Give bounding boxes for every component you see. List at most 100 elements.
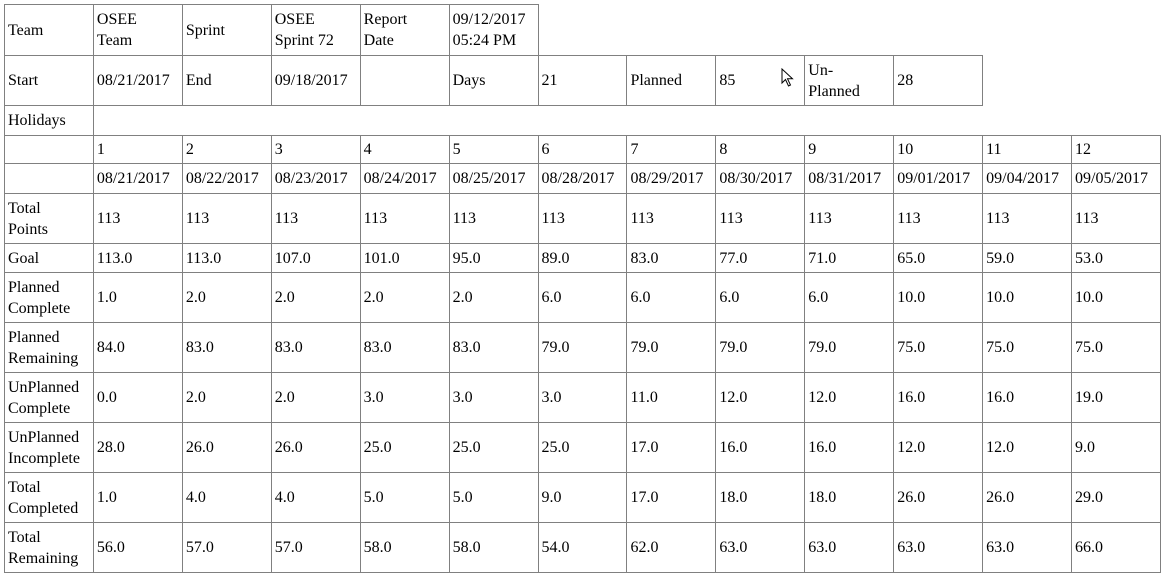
metric-value-cell: 63.0 bbox=[982, 522, 1073, 573]
holidays-label: Holidays bbox=[8, 112, 66, 129]
metric-value-cell: 17.0 bbox=[626, 472, 717, 523]
metric-value-cell: 2.0 bbox=[270, 272, 361, 323]
metric-value-cell: 25.0 bbox=[537, 422, 628, 473]
metric-value-cell: 58.0 bbox=[359, 522, 450, 573]
metric-value-cell: 17.0 bbox=[626, 422, 717, 473]
metric-value-cell: 4.0 bbox=[270, 472, 361, 523]
metric-value-cell: 83.0 bbox=[181, 322, 272, 373]
sprint-label: Sprint bbox=[185, 21, 225, 39]
day-number-cell: 1 bbox=[92, 135, 183, 164]
metric-label: Goal bbox=[8, 249, 40, 267]
metric-value-cell: 79.0 bbox=[626, 322, 717, 373]
metric-value-cell: 18.0 bbox=[715, 472, 806, 523]
date-cell: 08/31/2017 bbox=[804, 163, 895, 194]
metric-row: Planned Complete 1.0 2.0 2.0 2.0 2.0 6.0 6.0 6.0… bbox=[4, 272, 1161, 323]
planned-label-cell: Planned bbox=[626, 55, 717, 106]
metric-value-cell: 57.0 bbox=[270, 522, 361, 573]
metric-value-cell: 75.0 bbox=[982, 322, 1073, 373]
metric-value-cell: 12.0 bbox=[804, 372, 895, 423]
metric-value-cell: 6.0 bbox=[804, 272, 895, 323]
metric-value-cell: 2.0 bbox=[181, 272, 272, 323]
metric-value-cell: 6.0 bbox=[537, 272, 628, 323]
metric-value-cell: 5.0 bbox=[448, 472, 539, 523]
metric-value-cell: 59.0 bbox=[982, 243, 1073, 273]
metric-value-cell: 12.0 bbox=[982, 422, 1073, 473]
metric-row: UnPlanned Incomplete 28.0 26.0 26.0 25.0 25.0… bbox=[4, 422, 1161, 473]
metric-value-cell: 1.0 bbox=[92, 272, 183, 323]
metric-value-cell: 84.0 bbox=[92, 322, 183, 373]
metric-value-cell: 25.0 bbox=[359, 422, 450, 473]
metric-label: Planned Remaining bbox=[8, 328, 79, 367]
metric-value-cell: 75.0 bbox=[893, 322, 984, 373]
metric-value-cell: 2.0 bbox=[448, 272, 539, 323]
team-label-cell: Team bbox=[4, 4, 94, 56]
metric-label-cell: Total Points bbox=[4, 193, 94, 244]
metric-row: Total Completed 1.0 4.0 4.0 5.0 5.0 9.0 17.0 18.… bbox=[4, 472, 1161, 523]
metric-value-cell: 113 bbox=[715, 193, 806, 244]
metric-value-cell: 1.0 bbox=[92, 472, 183, 523]
empty-area bbox=[93, 106, 1160, 136]
date-cell: 08/21/2017 bbox=[92, 163, 183, 194]
metric-value-cell: 95.0 bbox=[448, 243, 539, 273]
metric-value-cell: 9.0 bbox=[537, 472, 628, 523]
metric-value-cell: 10.0 bbox=[982, 272, 1073, 323]
days-label: Days bbox=[452, 72, 486, 89]
report-date-label-cell: Report Date bbox=[359, 4, 450, 56]
metric-value-cell: 9.0 bbox=[1071, 422, 1161, 473]
metric-row: Total Remaining 56.0 57.0 57.0 58.0 58.0 54.0 6… bbox=[4, 522, 1161, 573]
team-value: OSEE Team bbox=[96, 11, 137, 49]
unplanned-value: 28 bbox=[897, 72, 914, 89]
holidays-label-cell: Holidays bbox=[4, 105, 94, 136]
metric-label-cell: Total Remaining bbox=[4, 522, 94, 573]
metric-label-cell: Total Completed bbox=[4, 472, 94, 523]
metric-value-cell: 75.0 bbox=[1071, 322, 1161, 373]
date-cell: 09/04/2017 bbox=[982, 163, 1073, 194]
metric-value-cell: 54.0 bbox=[537, 522, 628, 573]
metric-value-cell: 28.0 bbox=[92, 422, 183, 473]
day-number-cell: 4 bbox=[359, 135, 450, 164]
metric-value-cell: 26.0 bbox=[982, 472, 1073, 523]
day-number-cell: 10 bbox=[893, 135, 984, 164]
metric-value-cell: 113 bbox=[804, 193, 895, 244]
metric-value-cell: 3.0 bbox=[359, 372, 450, 423]
day-row-label-cell bbox=[4, 135, 94, 164]
metric-row: Total Points 113 113 113 113 113 113 113 113 113 1… bbox=[4, 193, 1161, 244]
metric-value-cell: 65.0 bbox=[893, 243, 984, 273]
metric-value-cell: 107.0 bbox=[270, 243, 361, 273]
metric-value-cell: 63.0 bbox=[715, 522, 806, 573]
metric-label-cell: Goal bbox=[4, 243, 94, 273]
day-number-cell: 9 bbox=[804, 135, 895, 164]
metric-value-cell: 29.0 bbox=[1071, 472, 1161, 523]
metric-value-cell: 2.0 bbox=[270, 372, 361, 423]
metric-label-cell: UnPlanned Complete bbox=[4, 372, 94, 423]
metric-value-cell: 113 bbox=[537, 193, 628, 244]
end-label-cell: End bbox=[181, 55, 272, 106]
header-row-start: Start 08/21/2017 End 09/18/2017 Days 21 … bbox=[4, 55, 1161, 106]
start-value: 08/21/2017 bbox=[96, 72, 170, 89]
metric-value-cell: 113 bbox=[181, 193, 272, 244]
date-row-label-cell bbox=[4, 163, 94, 194]
metric-value-cell: 113 bbox=[92, 193, 183, 244]
day-number-row: 1 2 3 4 5 6 7 8 9 10 11 12 bbox=[4, 135, 1161, 164]
metric-value-cell: 3.0 bbox=[537, 372, 628, 423]
start-value-cell: 08/21/2017 bbox=[92, 55, 183, 106]
metric-value-cell: 113 bbox=[1071, 193, 1161, 244]
start-label: Start bbox=[8, 72, 39, 89]
date-cell: 09/05/2017 bbox=[1071, 163, 1161, 194]
date-row: 08/21/2017 08/22/2017 08/23/2017 08/24/2017… bbox=[4, 163, 1161, 194]
date-cell: 08/25/2017 bbox=[448, 163, 539, 194]
start-label-cell: Start bbox=[4, 55, 94, 106]
planned-value: 85 bbox=[719, 72, 736, 89]
days-value-cell: 21 bbox=[537, 55, 628, 106]
metric-value-cell: 3.0 bbox=[448, 372, 539, 423]
metric-value-cell: 83.0 bbox=[626, 243, 717, 273]
metric-value-cell: 2.0 bbox=[359, 272, 450, 323]
metric-value-cell: 0.0 bbox=[92, 372, 183, 423]
team-value-cell: OSEE Team bbox=[92, 4, 183, 56]
metric-value-cell: 62.0 bbox=[626, 522, 717, 573]
metric-value-cell: 19.0 bbox=[1071, 372, 1161, 423]
sprint-burndown-table: Team OSEE Team Sprint OSEE Sprint 72 Rep… bbox=[4, 4, 1161, 573]
empty-area bbox=[983, 56, 1161, 106]
metric-value-cell: 89.0 bbox=[537, 243, 628, 273]
planned-label: Planned bbox=[630, 72, 682, 89]
